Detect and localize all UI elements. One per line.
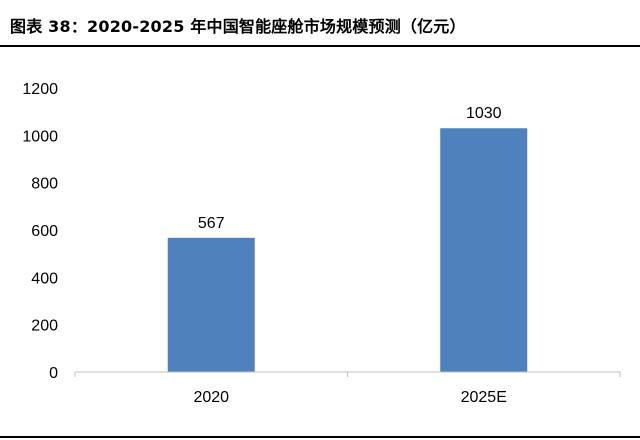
y-tick-label: 0 bbox=[49, 365, 58, 382]
title-divider bbox=[0, 45, 640, 47]
bar-2020 bbox=[167, 237, 255, 372]
y-tick-label: 800 bbox=[31, 176, 58, 193]
x-axis: 2020 2025E bbox=[74, 371, 621, 406]
x-tick-label: 2025E bbox=[461, 389, 507, 406]
y-tick-label: 200 bbox=[31, 318, 58, 335]
y-tick-label: 400 bbox=[31, 270, 58, 287]
y-tick-label: 600 bbox=[31, 223, 58, 240]
bars bbox=[167, 128, 528, 372]
y-tick-label: 1200 bbox=[22, 81, 58, 98]
chart-title: 图表 38：2020-2025 年中国智能座舱市场规模预测（亿元） bbox=[10, 17, 466, 36]
y-tick-label: 1000 bbox=[22, 128, 58, 145]
x-tick-label: 2020 bbox=[193, 389, 229, 406]
data-label: 567 bbox=[198, 215, 225, 232]
data-label: 1030 bbox=[466, 105, 502, 122]
data-labels: 567 1030 bbox=[198, 105, 502, 232]
bar-2025E bbox=[440, 128, 528, 372]
y-axis: 0 200 400 600 800 1000 1200 bbox=[22, 81, 58, 382]
bottom-divider bbox=[0, 436, 640, 438]
